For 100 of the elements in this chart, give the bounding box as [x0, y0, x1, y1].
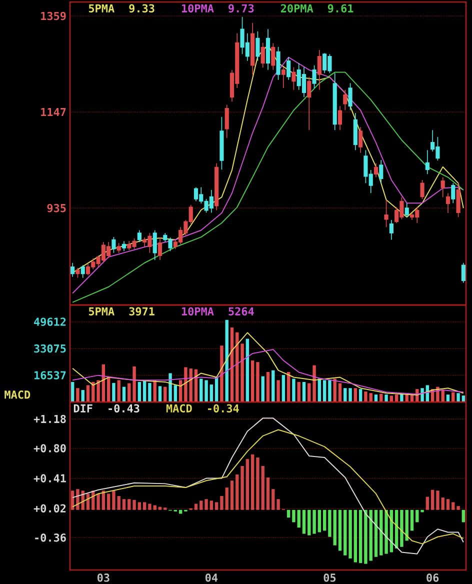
candlestick	[112, 236, 116, 254]
candlestick	[440, 176, 445, 198]
candlestick	[137, 230, 142, 242]
candlestick	[76, 267, 80, 278]
bar	[456, 393, 460, 402]
candlestick	[338, 106, 342, 131]
y-tick-label: 1147	[41, 108, 66, 116]
bar	[322, 380, 326, 402]
bar	[194, 504, 198, 510]
candlestick	[312, 65, 316, 88]
bar	[416, 510, 419, 522]
bar	[138, 382, 142, 402]
bar	[328, 510, 332, 537]
bar	[344, 388, 347, 402]
bar	[122, 499, 126, 510]
bar	[112, 382, 116, 402]
bar	[81, 390, 84, 402]
bar	[374, 510, 378, 557]
bar	[117, 380, 120, 402]
bar	[138, 502, 142, 510]
bar	[246, 338, 250, 402]
bar	[261, 376, 264, 402]
bar	[276, 499, 280, 510]
candlestick	[307, 76, 312, 131]
bar	[106, 494, 110, 510]
candlestick	[122, 240, 126, 252]
y-tick-label: +0.80	[34, 444, 66, 452]
bar	[128, 499, 131, 510]
bar	[364, 510, 368, 564]
bar	[292, 378, 296, 402]
candlestick	[446, 192, 450, 214]
bar	[364, 391, 368, 402]
text: 20PMA	[280, 4, 314, 12]
candlestick	[286, 56, 291, 80]
bar	[76, 388, 80, 402]
candlestick	[384, 200, 388, 228]
candlestick	[358, 126, 363, 154]
bar	[354, 510, 358, 562]
bar	[282, 375, 286, 402]
bar	[250, 454, 254, 510]
candlestick	[250, 22, 255, 75]
annotation: 9.33	[129, 4, 154, 13]
bar	[344, 510, 347, 556]
line-series	[72, 429, 464, 544]
candlestick	[348, 82, 352, 111]
bar	[132, 500, 136, 510]
annotation: 9.73	[228, 4, 254, 13]
bar	[456, 506, 460, 510]
y-tick-label: +0.41	[34, 474, 66, 482]
bar	[318, 510, 322, 532]
bar	[297, 382, 300, 402]
text: 10PMA	[182, 307, 214, 316]
bar	[348, 388, 352, 402]
bar	[86, 385, 90, 402]
candlestick	[332, 72, 337, 131]
annotation: 3971	[129, 307, 154, 316]
bar	[266, 478, 270, 510]
bar	[200, 500, 203, 510]
annotation: 9.61	[328, 4, 354, 13]
bar	[358, 510, 362, 564]
bar	[354, 388, 358, 402]
candlestick	[260, 42, 265, 68]
bar	[276, 380, 280, 402]
x-tick-label: 03	[97, 574, 110, 582]
bar	[462, 510, 466, 522]
bar	[338, 383, 342, 402]
bar	[256, 362, 260, 402]
candlestick	[152, 230, 157, 261]
bar	[158, 386, 162, 402]
bar	[240, 466, 244, 510]
y-tick-label: 935	[47, 204, 66, 212]
candlestick	[292, 66, 296, 90]
bar	[430, 490, 434, 510]
bar	[312, 365, 316, 402]
bar	[446, 499, 450, 510]
line-series	[72, 418, 464, 554]
y-tick-label: 49612	[34, 318, 66, 326]
bar	[420, 510, 424, 512]
bar	[338, 510, 342, 551]
bar	[292, 510, 296, 522]
candlestick	[461, 262, 466, 284]
candlestick	[374, 162, 378, 178]
x-tick-label: 06	[426, 574, 439, 582]
bar	[426, 496, 430, 510]
candlestick	[158, 237, 162, 261]
bar	[148, 504, 152, 510]
candlestick	[451, 182, 456, 204]
candlestick	[80, 264, 85, 278]
bar	[168, 373, 172, 402]
bar	[153, 505, 156, 510]
annotation: -0.43	[108, 404, 140, 412]
y-tick-label: 33075	[34, 344, 66, 353]
bar	[308, 510, 311, 536]
candlestick	[389, 219, 394, 240]
y-tick-label: 16537	[34, 371, 66, 380]
bar	[380, 510, 383, 556]
bar	[302, 510, 306, 534]
y-tick-label: +1.18	[34, 414, 66, 424]
y-tick-label: +0.02	[34, 504, 66, 512]
bar	[302, 382, 306, 402]
